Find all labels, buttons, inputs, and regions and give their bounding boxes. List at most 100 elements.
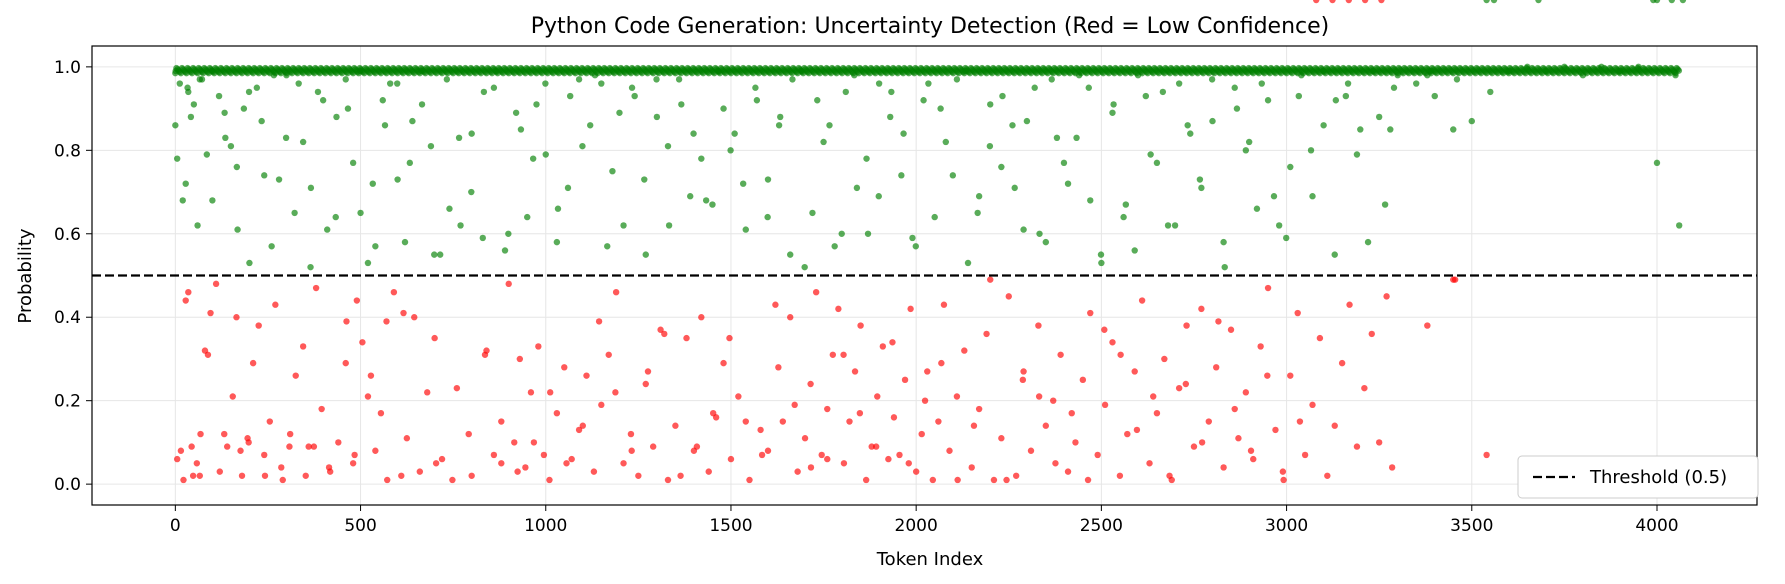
data-point-low bbox=[726, 334, 733, 342]
data-point-low bbox=[946, 447, 953, 454]
data-point-low bbox=[1131, 368, 1138, 375]
data-point-high bbox=[1320, 122, 1327, 129]
data-point-high bbox=[875, 80, 883, 87]
data-point-high bbox=[1184, 122, 1191, 129]
data-point-high bbox=[587, 122, 594, 129]
data-point-high bbox=[1320, 67, 1327, 75]
data-point-low bbox=[1190, 443, 1198, 450]
data-point-high bbox=[1487, 88, 1494, 96]
data-point-high bbox=[342, 76, 349, 83]
data-point-high bbox=[1309, 193, 1316, 200]
data-point-low bbox=[772, 301, 779, 308]
data-point-low bbox=[255, 322, 262, 329]
data-point-high bbox=[190, 101, 198, 108]
data-point-low bbox=[1042, 422, 1050, 429]
data-point-high bbox=[1394, 72, 1401, 79]
data-point-low bbox=[505, 280, 512, 288]
data-point-low bbox=[896, 451, 903, 459]
data-point-low bbox=[1264, 372, 1271, 379]
data-point-high bbox=[1524, 63, 1531, 71]
data-point-high bbox=[299, 138, 307, 146]
data-point-low bbox=[1166, 472, 1173, 479]
data-point-high bbox=[764, 176, 772, 183]
x-tick-label: 2500 bbox=[1080, 516, 1123, 536]
data-point-low bbox=[1035, 322, 1042, 329]
data-point-low bbox=[862, 476, 870, 484]
data-point-low bbox=[1198, 305, 1205, 313]
data-point-low bbox=[1361, 384, 1368, 392]
data-point-low bbox=[1101, 401, 1109, 409]
data-point-high bbox=[283, 72, 290, 79]
data-point-low bbox=[1378, 0, 1385, 4]
data-point-high bbox=[1344, 80, 1352, 87]
data-point-low bbox=[468, 472, 475, 479]
data-point-low bbox=[657, 326, 664, 333]
data-point-low bbox=[1072, 439, 1079, 446]
data-point-low bbox=[709, 410, 717, 417]
data-point-high bbox=[888, 88, 895, 96]
data-point-low bbox=[1324, 472, 1331, 479]
data-point-high bbox=[529, 155, 537, 162]
data-point-low bbox=[1205, 418, 1212, 425]
legend: Threshold (0.5) bbox=[1517, 455, 1759, 499]
data-point-high bbox=[1220, 238, 1227, 246]
data-point-high bbox=[898, 172, 905, 179]
data-point-low bbox=[644, 368, 652, 375]
data-point-low bbox=[1212, 364, 1220, 371]
data-point-low bbox=[416, 468, 424, 475]
data-point-low bbox=[1279, 468, 1287, 475]
data-point-low bbox=[1287, 372, 1294, 379]
data-point-low bbox=[1019, 376, 1027, 384]
data-point-low bbox=[1153, 410, 1161, 417]
data-point-high bbox=[394, 80, 401, 87]
data-point-high bbox=[394, 176, 401, 183]
data-point-low bbox=[272, 301, 279, 308]
data-point-high bbox=[349, 159, 357, 167]
data-point-low bbox=[987, 276, 994, 283]
data-point-high bbox=[307, 263, 314, 271]
data-point-low bbox=[1012, 472, 1020, 479]
data-point-high bbox=[1579, 72, 1587, 79]
data-point-low bbox=[431, 334, 438, 342]
data-point-low bbox=[677, 472, 684, 479]
y-tick-label: 0.6 bbox=[54, 225, 81, 245]
data-point-low bbox=[975, 405, 983, 413]
data-point-high bbox=[1490, 0, 1498, 4]
data-point-high bbox=[1109, 109, 1116, 116]
data-point-high bbox=[1031, 84, 1038, 91]
data-point-low bbox=[612, 288, 620, 296]
chart-title: Python Code Generation: Uncertainty Dete… bbox=[531, 14, 1330, 39]
data-point-low bbox=[1483, 451, 1490, 459]
data-point-low bbox=[1020, 368, 1027, 375]
data-point-low bbox=[216, 468, 223, 475]
data-point-low bbox=[824, 455, 831, 463]
data-point-high bbox=[468, 130, 475, 137]
data-point-high bbox=[184, 84, 191, 91]
data-point-low bbox=[1220, 464, 1227, 471]
data-point-high bbox=[1075, 72, 1083, 79]
data-point-high bbox=[455, 134, 463, 141]
data-point-low bbox=[835, 305, 842, 313]
data-point-low bbox=[1117, 351, 1124, 358]
data-point-high bbox=[1073, 134, 1080, 141]
data-point-low bbox=[278, 464, 285, 471]
data-point-low bbox=[196, 472, 203, 479]
data-point-low bbox=[212, 280, 220, 288]
data-point-low bbox=[305, 443, 312, 450]
data-point-low bbox=[940, 301, 948, 308]
data-point-low bbox=[1424, 322, 1431, 329]
data-point-high bbox=[1283, 234, 1290, 242]
data-point-low bbox=[204, 351, 212, 358]
data-point-high bbox=[949, 172, 957, 179]
data-point-low bbox=[299, 343, 307, 350]
data-point-high bbox=[575, 76, 583, 83]
data-point-high bbox=[1387, 126, 1394, 133]
data-point-high bbox=[999, 92, 1006, 100]
data-point-high bbox=[1342, 92, 1350, 100]
data-point-low bbox=[970, 422, 978, 429]
data-point-high bbox=[1450, 126, 1457, 133]
data-point-low bbox=[312, 284, 320, 292]
data-point-high bbox=[1357, 126, 1364, 133]
data-point-high bbox=[1087, 197, 1094, 204]
data-point-low bbox=[720, 359, 727, 367]
